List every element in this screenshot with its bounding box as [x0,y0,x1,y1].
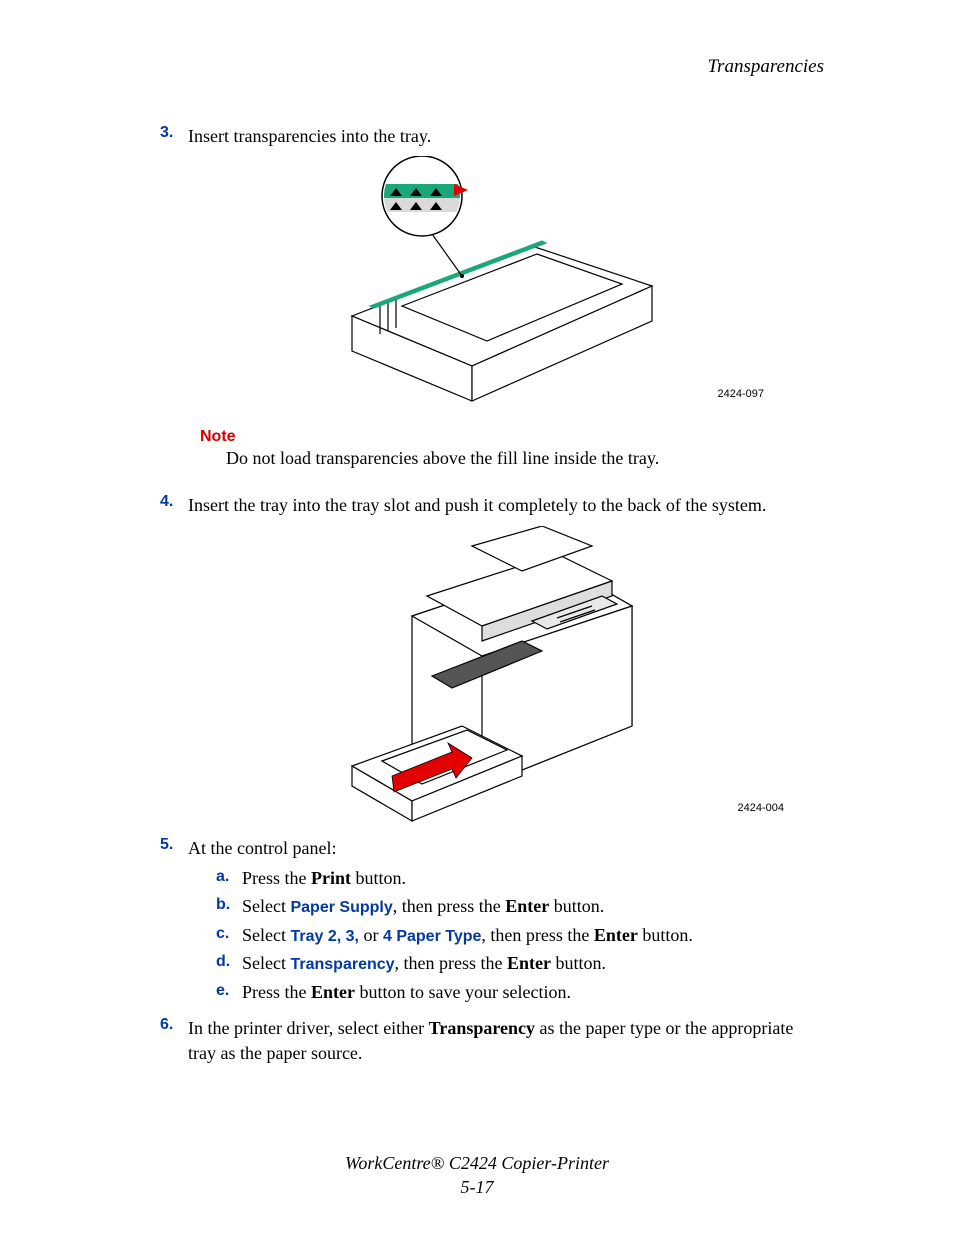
note-block: Note Do not load transparencies above th… [200,428,824,469]
step-text: Insert the tray into the tray slot and p… [188,493,824,517]
footer-page-number: 5-17 [0,1176,954,1199]
sub-text: Select Transparency, then press the Ente… [242,951,824,976]
sub-marker: d. [216,951,242,973]
sub-marker: a. [216,866,242,888]
step-text: Insert transparencies into the tray. [188,124,824,148]
step-number: 6. [160,1016,188,1034]
step-number: 5. [160,836,188,854]
substep-e: e. Press the Enter button to save your s… [216,980,824,1004]
substep-b: b. Select Paper Supply, then press the E… [216,894,824,919]
figure-caption: 2424-097 [718,388,765,400]
figure-tray: 2424-097 [160,156,824,406]
sub-text: Select Tray 2, 3, or 4 Paper Type, then … [242,923,824,948]
step-intro: At the control panel: [188,838,336,858]
section-header: Transparencies [160,56,824,78]
step-number: 4. [160,493,188,511]
ui-term: Paper Supply [290,899,392,916]
substep-c: c. Select Tray 2, 3, or 4 Paper Type, th… [216,923,824,948]
sub-text: Press the Print button. [242,866,824,890]
figure-printer: 2424-004 [160,526,824,826]
page-footer: WorkCentre® C2424 Copier-Printer 5-17 [0,1152,954,1199]
sub-marker: b. [216,894,242,916]
figure-caption: 2424-004 [738,802,785,814]
substep-a: a. Press the Print button. [216,866,824,890]
step-text: In the printer driver, select either Tra… [188,1016,824,1065]
step-4: 4. Insert the tray into the tray slot an… [160,493,824,517]
sub-text: Press the Enter button to save your sele… [242,980,824,1004]
printer-illustration-icon [332,526,652,826]
step-number: 3. [160,124,188,142]
note-label: Note [200,428,824,446]
ui-term: Tray 2, 3, [290,928,359,945]
ui-term: 4 Paper Type [383,928,481,945]
ui-term: Transparency [290,956,394,973]
sub-text: Select Paper Supply, then press the Ente… [242,894,824,919]
tray-illustration-icon [312,156,672,406]
step-text: At the control panel: a. Press the Print… [188,836,824,1009]
footer-product: WorkCentre® C2424 Copier-Printer [0,1152,954,1175]
note-text: Do not load transparencies above the fil… [226,448,824,469]
step-3: 3. Insert transparencies into the tray. [160,124,824,148]
sub-marker: c. [216,923,242,945]
sub-marker: e. [216,980,242,1002]
substeps: a. Press the Print button. b. Select Pap… [216,866,824,1004]
substep-d: d. Select Transparency, then press the E… [216,951,824,976]
step-5: 5. At the control panel: a. Press the Pr… [160,836,824,1009]
step-6: 6. In the printer driver, select either … [160,1016,824,1065]
